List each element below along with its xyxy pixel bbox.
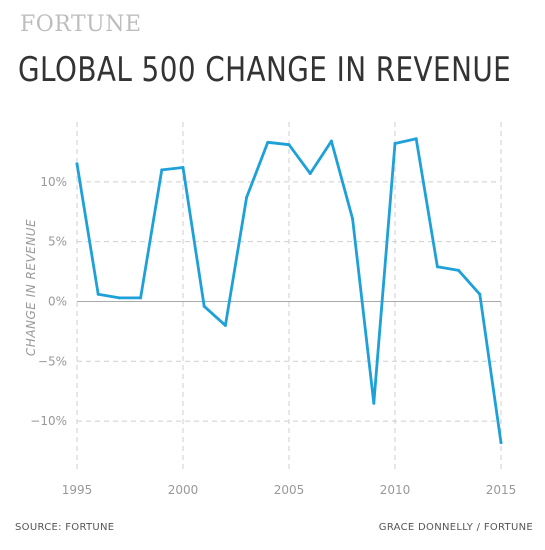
series-line [75, 137, 503, 445]
source-note: SOURCE: FORTUNE [15, 522, 115, 533]
data-point [308, 171, 312, 175]
data-point [117, 296, 121, 300]
y-tick-label: 0% [48, 294, 67, 308]
axes: 1995 2000 2005 2010 2015 10% 5% 0% −5% −10% CHANGE… [24, 175, 516, 497]
data-point [160, 168, 164, 172]
x-tick-label: 2010 [380, 483, 411, 497]
y-tick-label: 5% [48, 235, 67, 249]
chart-title: GLOBAL 500 CHANGE IN REVENUE [18, 50, 512, 90]
brand-logo: FORTUNE [20, 12, 142, 37]
data-point [393, 142, 397, 146]
data-point [499, 441, 503, 445]
data-point [139, 296, 143, 300]
y-axis-label: CHANGE IN REVENUE [24, 219, 38, 356]
data-point [372, 401, 376, 405]
data-point [414, 137, 418, 141]
x-tick-label: 1995 [62, 483, 93, 497]
data-point [96, 292, 100, 296]
data-point [245, 195, 249, 199]
grid [76, 122, 502, 469]
data-point [75, 162, 79, 166]
y-tick-label: −5% [38, 354, 67, 368]
x-tick-label: 2005 [274, 483, 305, 497]
data-point [202, 304, 206, 308]
data-point [266, 140, 270, 144]
data-point [223, 323, 227, 327]
data-point [287, 143, 291, 147]
x-tick-label: 2000 [168, 483, 199, 497]
data-line-layer [75, 137, 503, 445]
y-tick-label: −10% [30, 414, 67, 428]
data-point [457, 268, 461, 272]
y-tick-label: 10% [40, 175, 67, 189]
credit-note: GRACE DONNELLY / FORTUNE [378, 522, 533, 533]
data-point [181, 165, 185, 169]
x-tick-label: 2015 [486, 483, 517, 497]
data-point [435, 265, 439, 269]
data-point [478, 292, 482, 296]
data-point [351, 217, 355, 221]
data-point [329, 139, 333, 143]
